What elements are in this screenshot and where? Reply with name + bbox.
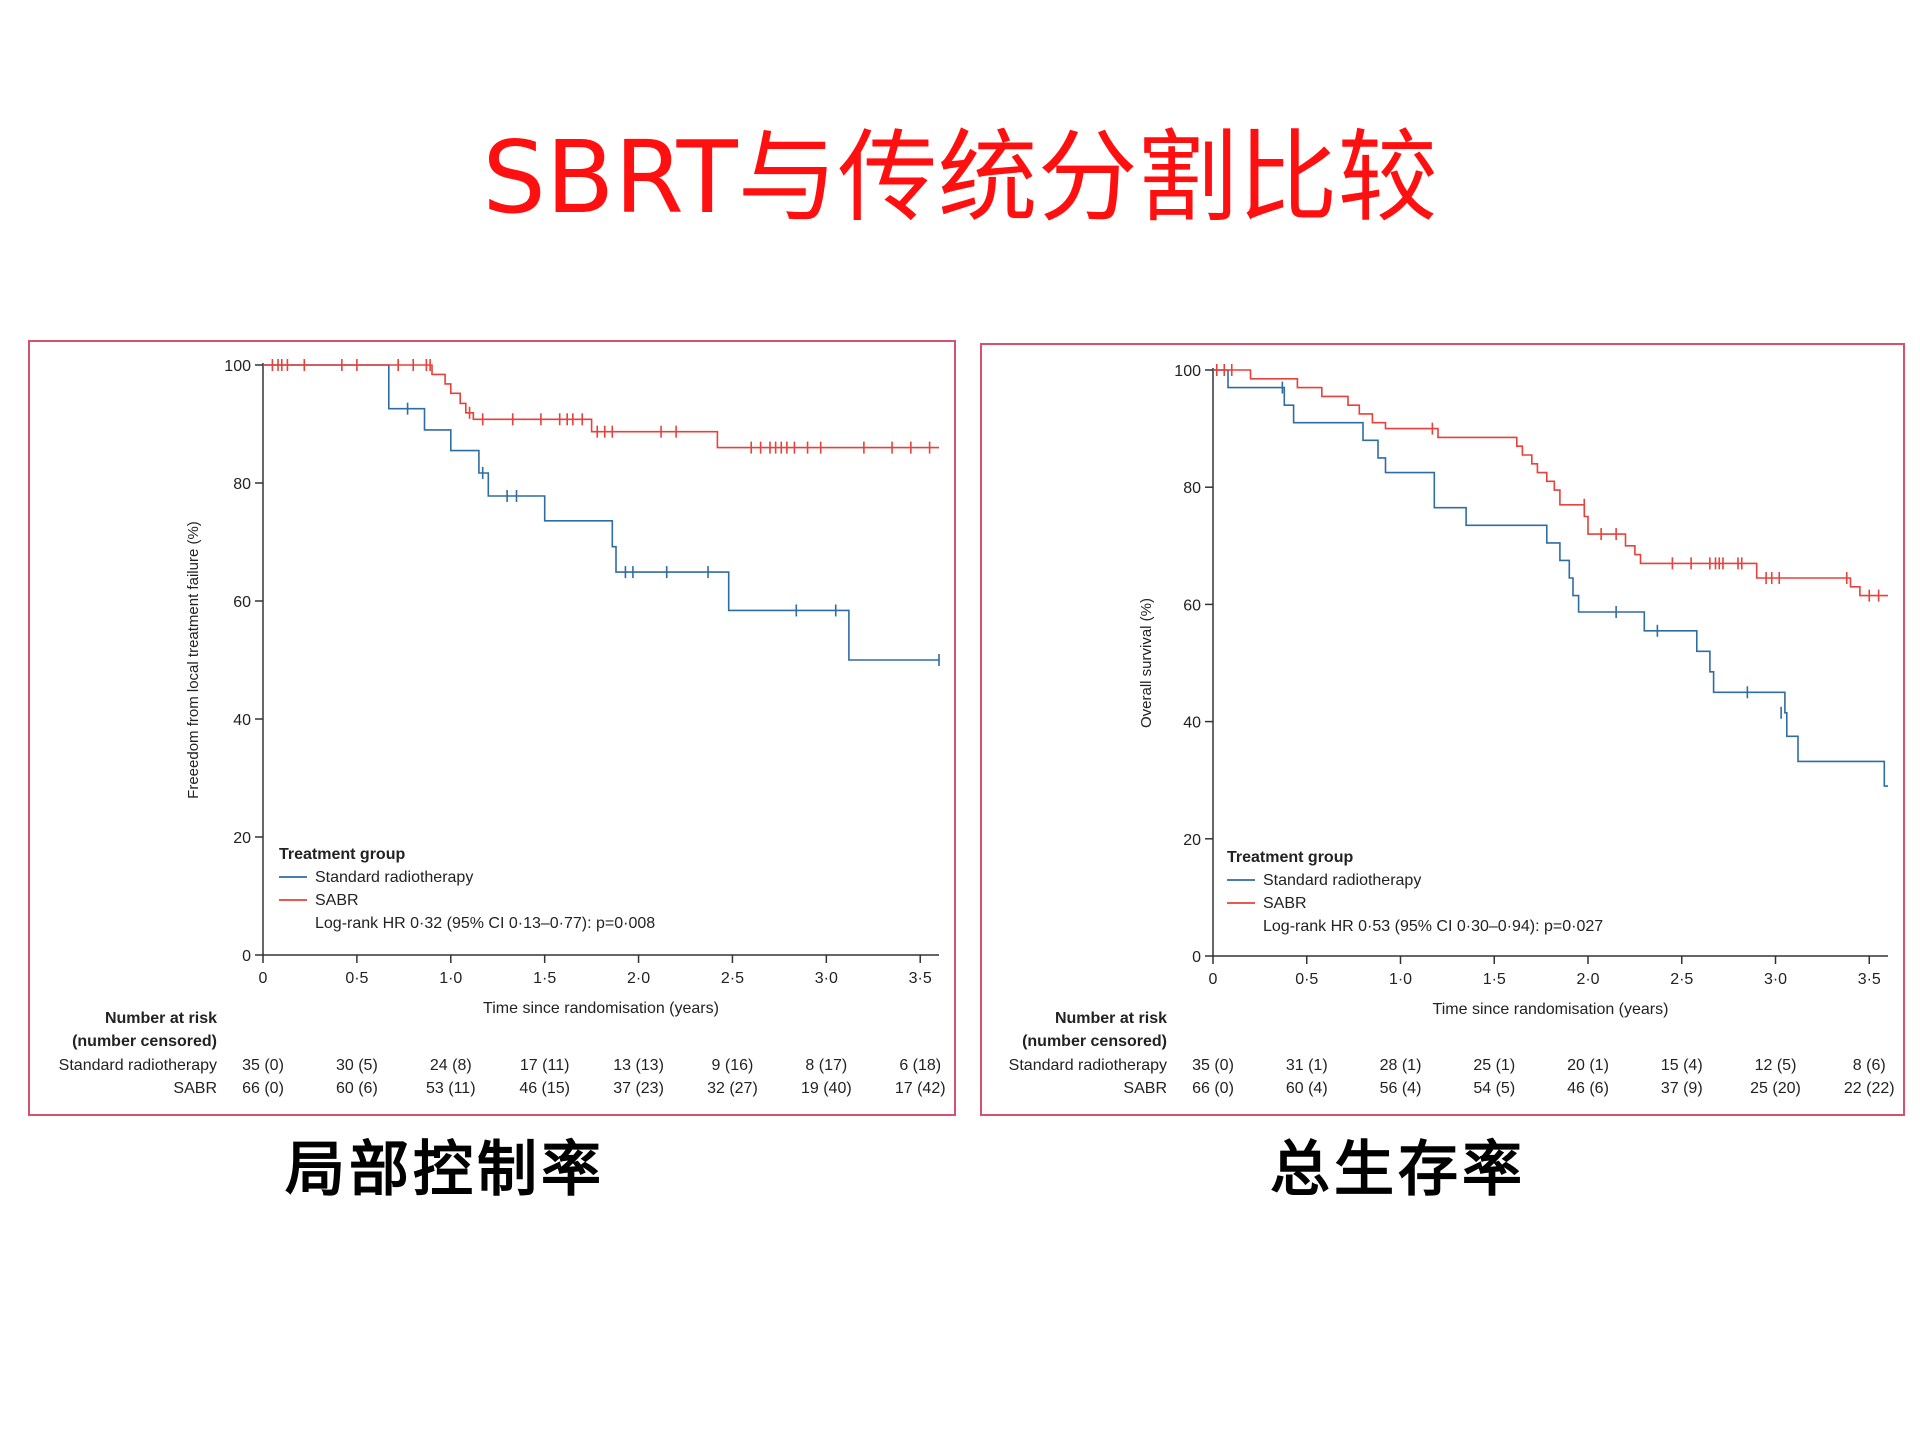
risk-table-cell: 8 (6) [1853, 1057, 1886, 1074]
caption-overall-survival: 总生存率 [1270, 1135, 1526, 1205]
series-line-standard-radiotherapy [1213, 369, 1888, 787]
x-tick-label: 3·0 [815, 970, 838, 987]
risk-table-cell: 25 (20) [1750, 1080, 1801, 1097]
series-line-standard-radiotherapy [263, 364, 939, 661]
x-tick-label: 0·5 [345, 970, 368, 987]
risk-table-cell: 6 (18) [899, 1057, 941, 1074]
risk-table-cell: 35 (0) [242, 1057, 284, 1074]
risk-table-cell: 22 (22) [1844, 1080, 1895, 1097]
series-line-sabr [1213, 369, 1888, 597]
y-tick-label: 40 [1183, 715, 1201, 732]
risk-table-header: Number at risk [105, 1010, 217, 1027]
risk-table-cell: 25 (1) [1473, 1057, 1515, 1074]
risk-table-row-label: Standard radiotherapy [59, 1057, 217, 1074]
x-tick-label: 2·0 [1576, 971, 1599, 988]
y-tick-label: 80 [233, 476, 251, 493]
y-axis-label: Freeedom from local treatment failure (%… [185, 521, 202, 799]
risk-table-cell: 46 (15) [519, 1080, 570, 1097]
risk-table-cell: 9 (16) [712, 1057, 754, 1074]
risk-table-cell: 60 (6) [336, 1080, 378, 1097]
x-tick-label: 2·5 [721, 970, 744, 987]
y-tick-label: 40 [233, 712, 251, 729]
legend-logrank-stat: Log-rank HR 0·53 (95% CI 0·30–0·94): p=0… [1263, 918, 1603, 935]
risk-table-row-label: SABR [173, 1080, 217, 1097]
x-tick-label: 1·5 [1483, 971, 1506, 988]
x-tick-label: 3·5 [1858, 971, 1881, 988]
risk-table-cell: 12 (5) [1755, 1057, 1797, 1074]
caption-local-control: 局部控制率 [285, 1135, 605, 1205]
x-tick-label: 3·5 [909, 970, 932, 987]
y-tick-label: 80 [1183, 480, 1201, 497]
x-tick-label: 2·5 [1670, 971, 1693, 988]
y-tick-label: 60 [233, 594, 251, 611]
risk-table-cell: 24 (8) [430, 1057, 472, 1074]
local-control-chart-panel: 0 20 40 60 80 100 0 0·5 1·0 1·5 2·0 2·5 3·0 3·5 Time s… [28, 340, 956, 1116]
x-tick-label: 3·0 [1764, 971, 1787, 988]
risk-table-cell: 60 (4) [1286, 1080, 1328, 1097]
legend-title: Treatment group [279, 846, 405, 863]
legend-logrank-stat: Log-rank HR 0·32 (95% CI 0·13–0·77): p=0… [315, 915, 655, 932]
y-axis-label: Overall survival (%) [1138, 598, 1155, 728]
risk-table-cell: 20 (1) [1567, 1057, 1609, 1074]
risk-table-cell: 56 (4) [1380, 1080, 1422, 1097]
x-tick-label: 2·0 [627, 970, 650, 987]
risk-table-cell: 30 (5) [336, 1057, 378, 1074]
risk-table-cell: 31 (1) [1286, 1057, 1328, 1074]
series-line-sabr [263, 364, 939, 449]
risk-table-cell: 32 (27) [707, 1080, 758, 1097]
x-tick-label: 1·0 [439, 970, 462, 987]
risk-table-row-label: SABR [1123, 1080, 1167, 1097]
x-tick-label: 1·5 [533, 970, 556, 987]
risk-table-cell: 19 (40) [801, 1080, 852, 1097]
risk-table-cell: 15 (4) [1661, 1057, 1703, 1074]
legend-entry: SABR [1263, 895, 1307, 912]
risk-table-cell: 66 (0) [242, 1080, 284, 1097]
y-tick-label: 100 [1174, 363, 1201, 380]
overall-survival-chart-panel: 0 20 40 60 80 100 0 0·5 1·0 1·5 2·0 2·5 3·0 3·5 Time s… [980, 343, 1905, 1116]
risk-table-cell: 8 (17) [805, 1057, 847, 1074]
legend-entry: SABR [315, 892, 359, 909]
risk-table-header: Number at risk [1055, 1010, 1167, 1027]
y-tick-label: 20 [1183, 832, 1201, 849]
risk-table-cell: 17 (42) [895, 1080, 946, 1097]
slide-title: SBRT与传统分割比较 [482, 119, 1438, 236]
x-axis-label: Time since randomisation (years) [1433, 1001, 1669, 1018]
x-tick-label: 0 [259, 970, 268, 987]
x-tick-label: 0 [1209, 971, 1218, 988]
risk-table-cell: 46 (6) [1567, 1080, 1609, 1097]
legend-entry: Standard radiotherapy [1263, 872, 1421, 889]
risk-table-cell: 66 (0) [1192, 1080, 1234, 1097]
risk-table-cell: 53 (11) [426, 1080, 476, 1097]
risk-table-cell: 13 (13) [613, 1057, 664, 1074]
risk-table-cell: 28 (1) [1380, 1057, 1422, 1074]
x-axis-label: Time since randomisation (years) [483, 1000, 719, 1017]
y-tick-label: 0 [242, 948, 251, 965]
risk-table-cell: 37 (23) [613, 1080, 664, 1097]
legend-title: Treatment group [1227, 849, 1353, 866]
risk-table-row-label: Standard radiotherapy [1009, 1057, 1167, 1074]
risk-table-cell: 35 (0) [1192, 1057, 1234, 1074]
risk-table-subheader: (number censored) [72, 1033, 217, 1050]
risk-table-cell: 37 (9) [1661, 1080, 1703, 1097]
y-tick-label: 0 [1192, 949, 1201, 966]
overall-survival-chart: 0 20 40 60 80 100 0 0·5 1·0 1·5 2·0 2·5 3·0 3·5 Time s… [1009, 363, 1895, 1097]
y-tick-label: 100 [224, 358, 251, 375]
risk-table-subheader: (number censored) [1022, 1033, 1167, 1050]
risk-table-cell: 54 (5) [1473, 1080, 1515, 1097]
risk-table-cell: 17 (11) [520, 1057, 570, 1074]
x-tick-label: 1·0 [1389, 971, 1412, 988]
y-tick-label: 60 [1183, 597, 1201, 614]
x-tick-label: 0·5 [1295, 971, 1318, 988]
local-control-chart: 0 20 40 60 80 100 0 0·5 1·0 1·5 2·0 2·5 3·0 3·5 Time s… [59, 358, 946, 1097]
y-tick-label: 20 [233, 830, 251, 847]
legend-entry: Standard radiotherapy [315, 869, 473, 886]
